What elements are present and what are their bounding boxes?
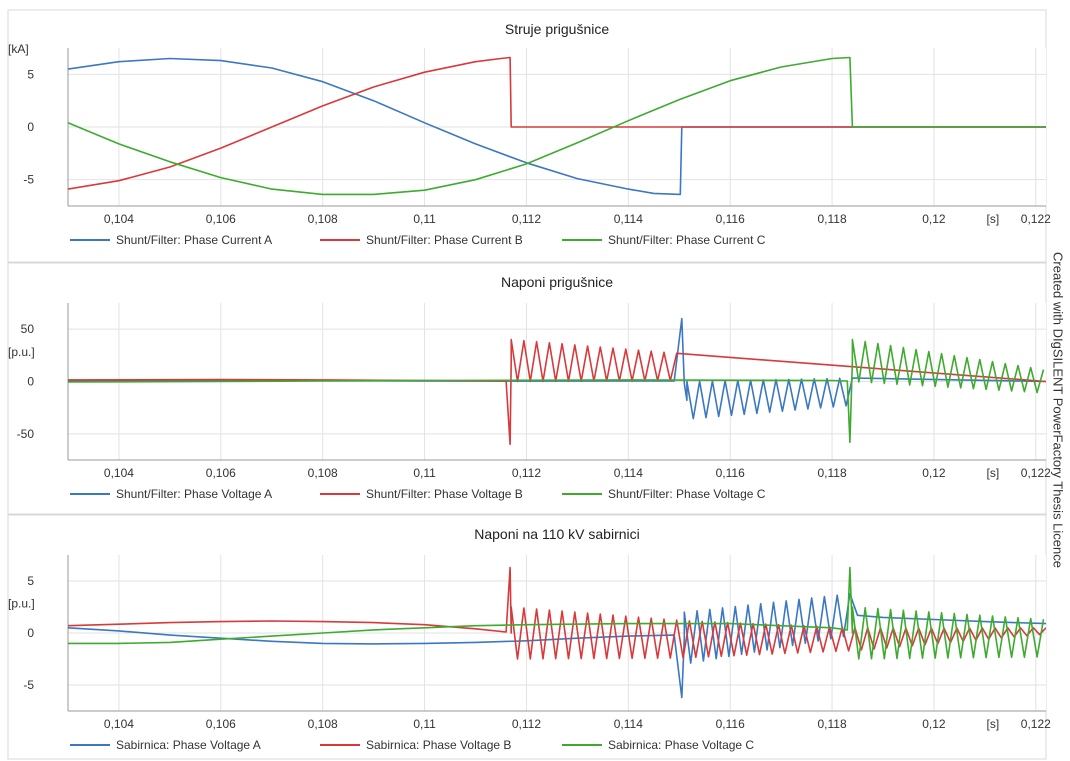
y-tick-label: 0 — [27, 626, 34, 640]
legend-label: Sabirnica: Phase Voltage A — [116, 738, 261, 752]
chart-title: Naponi na 110 kV sabirnici — [474, 526, 640, 542]
chart-panel-3: Naponi na 110 kV sabirnici 0,104 0,106 0,10… — [7, 514, 1051, 760]
x-tick-label: 0,116 — [716, 212, 745, 226]
y-axis-label: [p.u.] — [8, 597, 35, 611]
chart-panel-1: Struje prigušnice 0,104 0,106 0,108 0,11 0,11… — [7, 9, 1051, 263]
x-tick-label: 0,112 — [512, 466, 541, 480]
series-line-c — [68, 338, 1045, 444]
x-tick-label: 0,11 — [413, 717, 436, 731]
series-line-c — [68, 56, 1046, 196]
legend-label: Shunt/Filter: Phase Voltage C — [608, 487, 766, 501]
x-tick-label: 0,108 — [308, 717, 338, 731]
y-tick-label: 0 — [27, 375, 34, 389]
x-tick-label: 0,106 — [206, 212, 236, 226]
x-tick-label: 0,12 — [922, 466, 946, 480]
legend-label: Shunt/Filter: Phase Current A — [116, 233, 272, 247]
y-tick-label: 5 — [27, 67, 34, 81]
x-tick-label: 0,114 — [614, 466, 643, 480]
chart-title: Struje prigušnice — [505, 21, 609, 37]
x-tick-label: 0,104 — [104, 212, 134, 226]
y-tick-label: -5 — [23, 678, 34, 692]
x-tick-label: 0,122 — [1021, 212, 1051, 226]
x-axis-label: [s] — [987, 717, 1000, 731]
side-note-label: Created with DIgSILENT PowerFactory Thes… — [1050, 252, 1066, 568]
series-line-a — [68, 317, 1046, 420]
x-tick-label: 0,12 — [922, 212, 946, 226]
x-tick-label: 0,108 — [308, 212, 338, 226]
x-tick-label: 0,108 — [308, 466, 338, 480]
y-tick-label: -50 — [17, 427, 35, 441]
legend-label: Shunt/Filter: Phase Voltage B — [366, 487, 523, 501]
x-tick-label: 0,118 — [817, 212, 846, 226]
legend-label: Sabirnica: Phase Voltage C — [608, 738, 754, 752]
x-tick-label: 0,106 — [206, 717, 236, 731]
watermark-text: Created with DIgSILENT PowerFactory Thes… — [1048, 230, 1068, 590]
y-tick-label: 0 — [27, 120, 34, 134]
chart-panel-2: Naponi prigušnice 0,104 0,106 0,108 0,11 0,11… — [7, 262, 1051, 515]
x-tick-label: 0,104 — [104, 466, 134, 480]
x-tick-label: 0,118 — [817, 466, 846, 480]
series-line-a — [68, 592, 1046, 699]
x-tick-label: 0,116 — [716, 466, 745, 480]
x-tick-label: 0,11 — [413, 212, 436, 226]
legend-label: Shunt/Filter: Phase Current B — [366, 233, 523, 247]
x-axis-label: [s] — [987, 212, 1000, 226]
x-tick-label: 0,104 — [104, 717, 134, 731]
series-line-c — [68, 566, 1045, 660]
x-tick-label: 0,11 — [413, 466, 436, 480]
series-line-b — [68, 338, 1046, 446]
legend-label: Shunt/Filter: Phase Voltage A — [116, 487, 272, 501]
x-axis-label: [s] — [987, 466, 1000, 480]
y-axis-label: [kA] — [8, 42, 29, 56]
y-tick-label: 50 — [21, 322, 35, 336]
legend-label: Shunt/Filter: Phase Current C — [608, 233, 766, 247]
x-tick-label: 0,106 — [206, 466, 236, 480]
y-axis-label: [p.u.] — [8, 345, 35, 359]
x-tick-label: 0,12 — [922, 717, 946, 731]
y-tick-label: 5 — [27, 574, 34, 588]
x-tick-label: 0,118 — [817, 717, 846, 731]
x-tick-label: 0,114 — [614, 717, 643, 731]
x-tick-label: 0,112 — [512, 212, 541, 226]
series-line-a — [68, 57, 1046, 196]
x-tick-label: 0,122 — [1021, 466, 1051, 480]
x-tick-label: 0,112 — [512, 717, 541, 731]
legend-label: Sabirnica: Phase Voltage B — [366, 738, 511, 752]
x-tick-label: 0,122 — [1021, 717, 1051, 731]
series-line-b — [68, 56, 1046, 190]
chart-title: Naponi prigušnice — [501, 274, 613, 290]
y-tick-label: -5 — [23, 173, 34, 187]
x-tick-label: 0,116 — [716, 717, 745, 731]
x-tick-label: 0,114 — [614, 212, 643, 226]
